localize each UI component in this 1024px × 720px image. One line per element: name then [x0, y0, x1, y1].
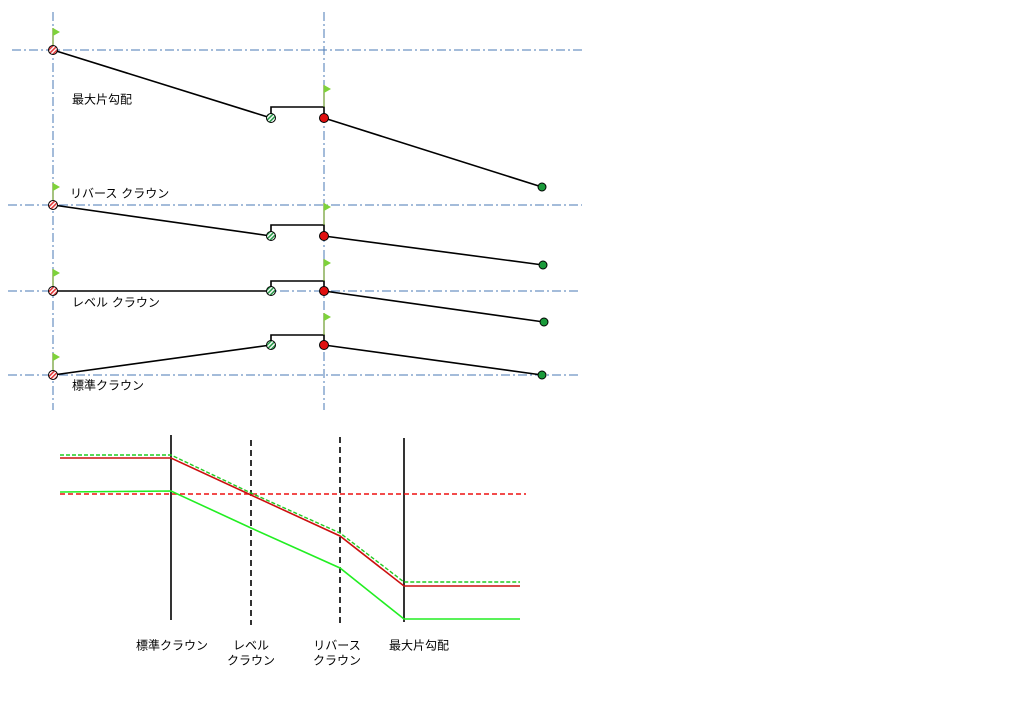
- profile-normal-crown: [48, 312, 547, 380]
- point: [537, 182, 547, 192]
- flag: [323, 202, 332, 226]
- line: [60, 457, 520, 587]
- point: [537, 370, 547, 380]
- section-label: 最大片勾配: [72, 93, 132, 107]
- point: [48, 45, 58, 55]
- point: [266, 286, 276, 296]
- section-label: リバース クラウン: [70, 187, 169, 201]
- point: [319, 231, 329, 241]
- point: [538, 260, 548, 270]
- flag: [323, 258, 332, 282]
- transition-label: 最大片勾配: [389, 639, 449, 653]
- line: [270, 280, 325, 291]
- point: [266, 231, 276, 241]
- point: [319, 286, 329, 296]
- profile-reverse-crown: [48, 182, 548, 270]
- line: [323, 290, 545, 323]
- flag: [323, 84, 332, 108]
- point: [319, 340, 329, 350]
- line: [52, 49, 272, 119]
- line: [52, 344, 272, 376]
- line: [270, 224, 325, 236]
- section-label: レベル クラウン: [72, 296, 160, 310]
- transition-label: リバース: [313, 639, 360, 653]
- section-label: 標準クラウン: [72, 378, 144, 393]
- profile-level-crown: [48, 258, 549, 327]
- line: [270, 106, 325, 118]
- transition-label: 標準クラウン: [136, 638, 208, 653]
- line: [270, 334, 325, 345]
- point: [48, 286, 58, 296]
- line: [323, 117, 543, 188]
- point: [48, 200, 58, 210]
- line: [59, 490, 520, 620]
- point: [266, 113, 276, 123]
- transition-diagram: [59, 435, 526, 625]
- line: [60, 454, 520, 583]
- transition-label: クラウン: [227, 654, 275, 668]
- profile-max-superelevation: [48, 27, 547, 192]
- transition-label: レベル: [233, 639, 269, 653]
- line: [52, 204, 272, 237]
- point: [539, 317, 549, 327]
- flag: [323, 312, 332, 336]
- point: [48, 370, 58, 380]
- line: [323, 235, 544, 266]
- point: [319, 113, 329, 123]
- point: [266, 340, 276, 350]
- transition-label: クラウン: [313, 654, 361, 668]
- line: [323, 344, 543, 376]
